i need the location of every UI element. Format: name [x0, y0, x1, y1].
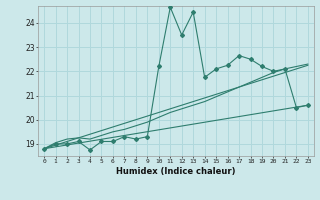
X-axis label: Humidex (Indice chaleur): Humidex (Indice chaleur) [116, 167, 236, 176]
